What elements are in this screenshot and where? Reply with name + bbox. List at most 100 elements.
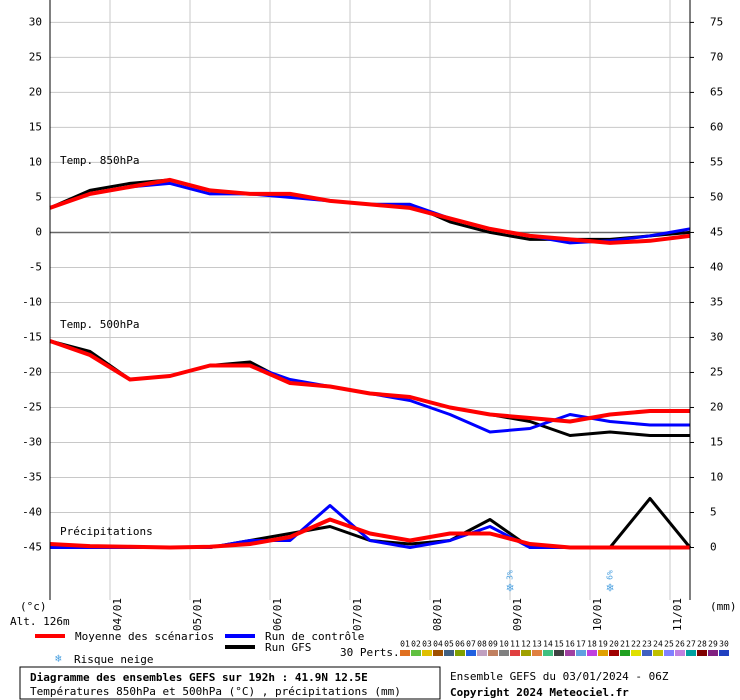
perturbation-swatch	[554, 650, 564, 656]
perturbation-label: 27	[686, 640, 696, 649]
perturbation-swatch	[598, 650, 608, 656]
perturbation-swatch	[455, 650, 465, 656]
y2-tick-label: 70	[710, 50, 723, 63]
perturbations-label: 30 Perts.	[340, 646, 400, 659]
perturbation-swatch	[488, 650, 498, 656]
y2-tick-label: 40	[710, 260, 723, 273]
perturbation-swatch	[477, 650, 487, 656]
x-tick-label: 08/01	[431, 598, 444, 631]
perturbation-swatch	[587, 650, 597, 656]
perturbation-label: 03	[422, 640, 432, 649]
y2-tick-label: 55	[710, 155, 723, 168]
perturbation-swatch	[543, 650, 553, 656]
perturbation-label: 17	[576, 640, 586, 649]
perturbation-label: 08	[477, 640, 487, 649]
perturbation-label: 09	[488, 640, 498, 649]
snow-marker: ❄	[506, 581, 513, 595]
y2-tick-label: 25	[710, 365, 723, 378]
y-tick-label: -15	[22, 330, 42, 343]
perturbation-swatch	[532, 650, 542, 656]
perturbation-label: 18	[587, 640, 597, 649]
x-tick-label: 05/01	[191, 598, 204, 631]
lines	[49, 177, 692, 550]
perturbation-swatch	[620, 650, 630, 656]
panel-label: Temp. 850hPa	[60, 154, 139, 167]
run-info: Ensemble GEFS du 03/01/2024 - 06Z	[450, 670, 669, 683]
legend-label: Run de contrôle	[265, 630, 364, 643]
perturbation-swatch	[510, 650, 520, 656]
perturbation-swatch	[609, 650, 619, 656]
x-tick-label: 06/01	[271, 598, 284, 631]
y2-tick-label: 60	[710, 120, 723, 133]
perturbation-swatch	[686, 650, 696, 656]
y2-tick-label: 15	[710, 435, 723, 448]
series-line	[49, 339, 690, 424]
copyright: Copyright 2024 Meteociel.fr	[450, 686, 629, 699]
y-tick-label: 20	[29, 85, 42, 98]
perturbation-label: 16	[565, 640, 575, 649]
y-tick-label: -25	[22, 400, 42, 413]
y-tick-label: -20	[22, 365, 42, 378]
x-tick-label: 10/01	[591, 598, 604, 631]
perturbation-swatch	[697, 650, 707, 656]
y-tick-label: -10	[22, 295, 42, 308]
series-line	[49, 177, 691, 245]
y-tick-label: -30	[22, 435, 42, 448]
perturbation-swatch	[466, 650, 476, 656]
perturbation-label: 06	[455, 640, 465, 649]
perturbation-label: 25	[664, 640, 674, 649]
perturbation-swatch	[576, 650, 586, 656]
perturbation-swatch	[631, 650, 641, 656]
perturbation-label: 26	[675, 640, 685, 649]
perturbation-swatch	[719, 650, 729, 656]
y-tick-label: -35	[22, 470, 42, 483]
perturbation-swatch	[664, 650, 674, 656]
perturbation-swatch	[565, 650, 575, 656]
perturbation-label: 22	[631, 640, 641, 649]
perturbation-swatch	[400, 650, 410, 656]
y-label: (°c)	[20, 600, 47, 613]
y2-tick-label: 30	[710, 330, 723, 343]
x-tick-label: 04/01	[111, 598, 124, 631]
perturbation-label: 24	[653, 640, 663, 649]
perturbation-label: 01	[400, 640, 410, 649]
y2-tick-label: 0	[710, 540, 717, 553]
grid	[50, 0, 694, 600]
y-tick-label: 15	[29, 120, 42, 133]
snow-label: 6%	[606, 570, 615, 580]
x-tick-label: 11/01	[671, 598, 684, 631]
altitude: Alt. 126m	[10, 615, 70, 628]
y-tick-label: 25	[29, 50, 42, 63]
y-tick-label: -40	[22, 505, 42, 518]
y-tick-label: 0	[35, 225, 42, 238]
y-tick-label: -5	[29, 260, 42, 273]
perturbation-swatch	[499, 650, 509, 656]
perturbation-label: 15	[554, 640, 564, 649]
series-line	[49, 517, 690, 550]
snow-icon: ❄	[55, 652, 62, 665]
y-tick-label: 30	[29, 15, 42, 28]
perturbation-swatch	[411, 650, 421, 656]
x-tick-label: 07/01	[351, 598, 364, 631]
perturbation-label: 19	[598, 640, 608, 649]
perturbation-label: 02	[411, 640, 421, 649]
title: Diagramme des ensembles GEFS sur 192h : …	[30, 671, 368, 684]
x-tick-label: 09/01	[511, 598, 524, 631]
subtitle: Températures 850hPa et 500hPa (°C) , pré…	[30, 685, 401, 698]
perturbation-label: 12	[521, 640, 531, 649]
perturbation-label: 21	[620, 640, 630, 649]
perturbation-label: 11	[510, 640, 520, 649]
perturbation-swatch	[642, 650, 652, 656]
y2-tick-label: 35	[710, 295, 723, 308]
legend-label: Risque neige	[74, 653, 153, 666]
perturbation-swatch	[675, 650, 685, 656]
legend-label: Run GFS	[265, 641, 311, 654]
perturbation-label: 29	[708, 640, 718, 649]
y-tick-label: 10	[29, 155, 42, 168]
y2-tick-label: 75	[710, 15, 723, 28]
y-tick-label: -45	[22, 540, 42, 553]
y2-label: (mm)	[710, 600, 737, 613]
perturbation-label: 20	[609, 640, 619, 649]
